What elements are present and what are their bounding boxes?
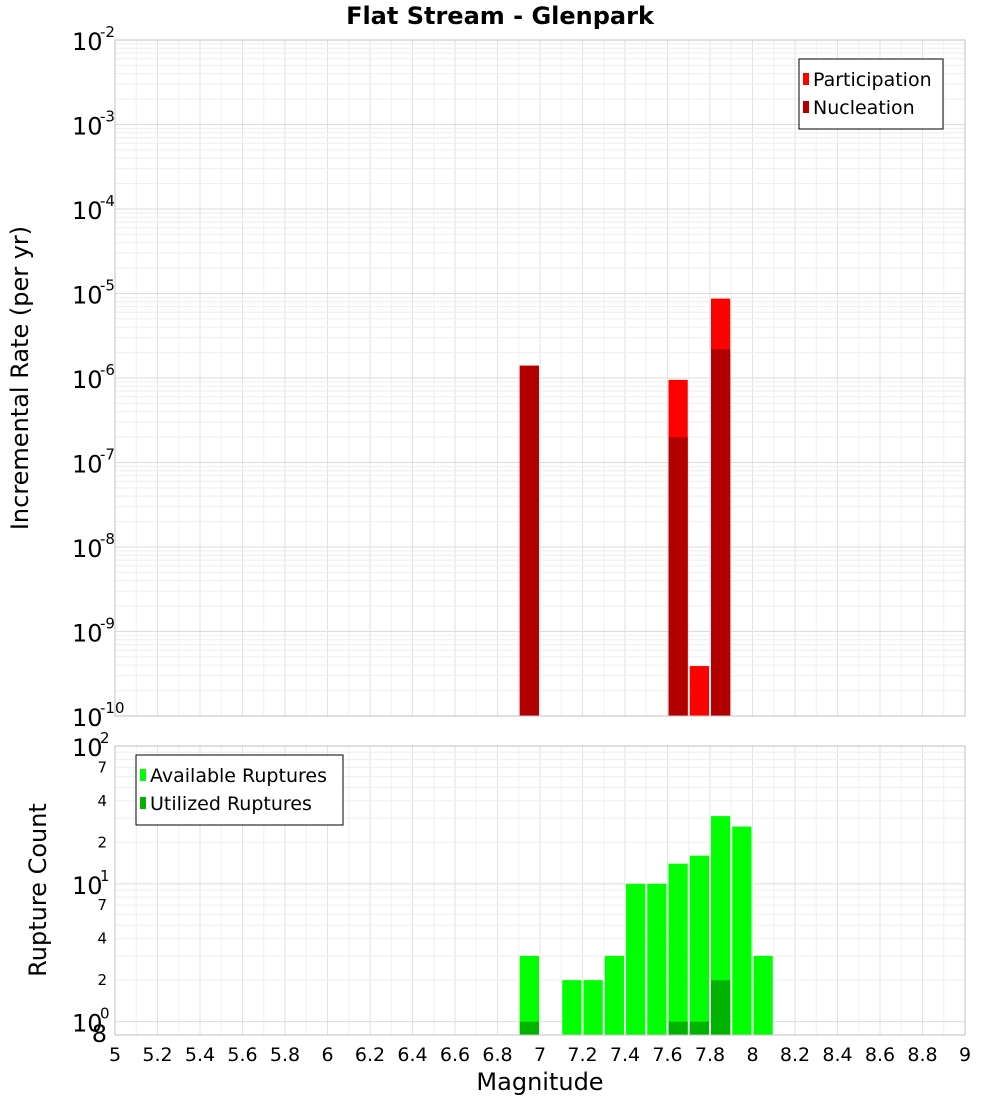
bottom-y-minor-label: 2 <box>97 971 107 989</box>
top-bar-nucleation <box>668 437 688 716</box>
x-tick-label: 8.2 <box>780 1044 810 1066</box>
chart-title: Flat Stream - Glenpark <box>346 2 655 30</box>
x-tick-label: 8.6 <box>865 1044 895 1066</box>
bottom-y-minor-label: 4 <box>97 930 107 948</box>
top-y-tick-base: 10 <box>72 620 103 648</box>
bottom-y-axis-title: Rupture Count <box>24 803 52 977</box>
top-y-tick-base: 10 <box>72 28 103 56</box>
top-y-tick-exponent: -8 <box>100 530 115 548</box>
x-tick-labels: 5 5.2 5.4 5.6 5.8 6 6.2 6.4 6.6 6.8 7 7.2 7.4 7.6 7.8 8… <box>109 1044 971 1066</box>
bottom-plot-border <box>114 745 966 1036</box>
x-tick-label: 6.4 <box>397 1044 427 1066</box>
bottom-bar-utilized-ruptures <box>711 980 731 1035</box>
top-bars <box>519 298 731 716</box>
bottom-bar-available-ruptures <box>689 855 709 1035</box>
x-tick-label: 7.6 <box>652 1044 682 1066</box>
top-y-tick-base: 10 <box>72 197 103 225</box>
top-y-tick-exponent: -5 <box>100 277 115 295</box>
legend-box <box>798 58 944 130</box>
top-bar-nucleation <box>711 349 731 716</box>
bottom-bar-available-ruptures <box>668 863 688 1035</box>
x-tick-label: 5.6 <box>227 1044 257 1066</box>
x-tick-label: 8 <box>746 1044 758 1066</box>
top-y-tick-base: 10 <box>72 451 103 479</box>
x-tick-label: 5.8 <box>270 1044 300 1066</box>
top-bar-participation <box>689 666 709 716</box>
x-tick-label: 9 <box>959 1044 971 1066</box>
bottom-legend: Available Ruptures Utilized Ruptures <box>135 754 344 826</box>
top-y-tick-exponent: -6 <box>100 361 115 379</box>
bottom-bar-available-ruptures <box>732 826 752 1035</box>
legend-swatch <box>140 769 146 781</box>
legend-swatch <box>803 73 809 85</box>
top-y-tick-exponent: -3 <box>100 108 115 126</box>
top-plot-border <box>114 39 966 717</box>
bottom-bar-available-ruptures <box>626 883 646 1035</box>
bottom-bar-available-ruptures <box>583 980 603 1035</box>
top-y-tick-exponent: -7 <box>100 446 115 464</box>
bottom-bar-available-ruptures <box>604 955 624 1035</box>
top-legend: Participation Nucleation <box>798 58 944 130</box>
x-axis-title: Magnitude <box>476 1068 603 1096</box>
top-y-tick-base: 10 <box>72 535 103 563</box>
x-tick-label: 7 <box>534 1044 546 1066</box>
top-y-tick-exponent: -10 <box>100 699 125 717</box>
x-tick-label: 7.2 <box>567 1044 597 1066</box>
top-y-tick-exponent: -4 <box>100 192 115 210</box>
bottom-y-tick-base: 10 <box>72 872 103 900</box>
bottom-y-tick-exponent: 0 <box>100 1005 110 1023</box>
x-tick-label: 8.4 <box>822 1044 852 1066</box>
x-tick-label: 6.8 <box>482 1044 512 1066</box>
legend-box <box>135 754 344 826</box>
top-y-axis-title: Incremental Rate (per yr) <box>6 226 34 530</box>
top-y-tick-base: 10 <box>72 704 103 732</box>
x-tick-label: 6 <box>321 1044 333 1066</box>
bottom-y-tick-base: 10 <box>72 734 103 762</box>
bottom-y-tick-exponent: 1 <box>100 867 110 885</box>
bottom-bar-utilized-ruptures <box>689 1021 709 1035</box>
x-tick-label: 6.2 <box>355 1044 385 1066</box>
bottom-y-tick-base: 10 <box>72 1010 103 1038</box>
legend-swatch <box>803 101 809 113</box>
bottom-y-minor-label: 2 <box>97 833 107 851</box>
bottom-y-minor-label: 4 <box>97 792 107 810</box>
top-y-tick-base: 10 <box>72 282 103 310</box>
bottom-y-minor-label: 7 <box>97 896 107 914</box>
x-tick-label: 5.2 <box>142 1044 172 1066</box>
x-tick-label: 7.4 <box>610 1044 640 1066</box>
x-tick-label: 5.4 <box>185 1044 215 1066</box>
bottom-y-tick-exponent: 2 <box>100 729 110 747</box>
bottom-bar-available-ruptures <box>647 883 667 1035</box>
top-bar-nucleation <box>519 365 539 716</box>
x-tick-label: 7.8 <box>695 1044 725 1066</box>
legend-label: Available Ruptures <box>150 765 327 787</box>
x-tick-label: 6.6 <box>440 1044 470 1066</box>
top-grid <box>114 40 966 717</box>
bottom-bar-available-ruptures <box>753 955 773 1035</box>
top-y-tick-base: 10 <box>72 366 103 394</box>
bottom-bar-utilized-ruptures <box>519 1021 539 1035</box>
bottom-bar-available-ruptures <box>562 980 582 1035</box>
legend-label: Participation <box>813 69 932 91</box>
bottom-bar-utilized-ruptures <box>668 1021 688 1035</box>
bottom-bar-available-ruptures <box>519 955 539 1035</box>
legend-label: Nucleation <box>813 97 915 119</box>
legend-label: Utilized Ruptures <box>150 793 312 815</box>
bottom-y-minor-label: 7 <box>97 758 107 776</box>
x-tick-label: 8.8 <box>907 1044 937 1066</box>
top-y-tick-exponent: -9 <box>100 615 115 633</box>
top-y-tick-base: 10 <box>72 113 103 141</box>
bottom-y-minor-label: 8 <box>92 1020 107 1048</box>
legend-swatch <box>140 797 146 809</box>
top-y-tick-exponent: -2 <box>100 23 115 41</box>
x-tick-label: 5 <box>109 1044 121 1066</box>
bottom-bars <box>519 816 773 1035</box>
